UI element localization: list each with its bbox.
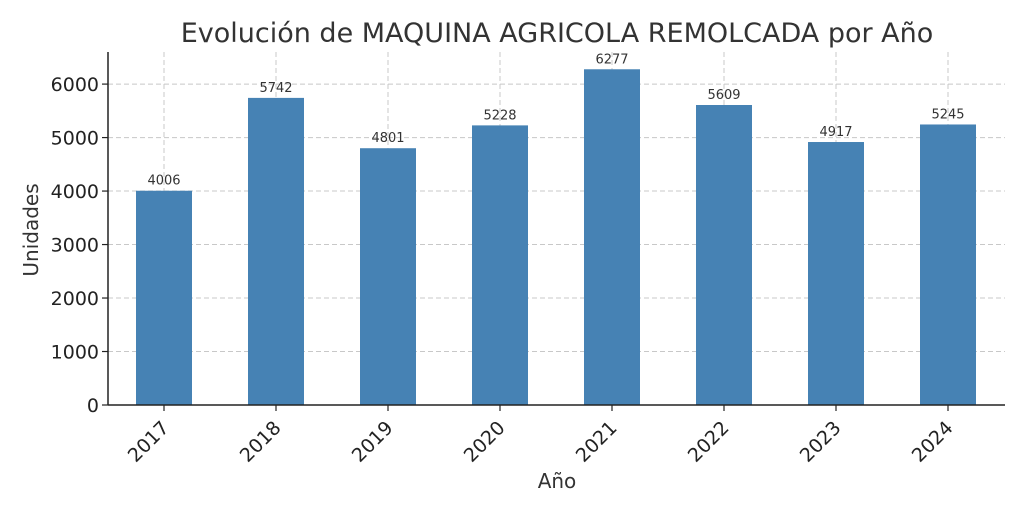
grid	[108, 52, 1005, 405]
bar-value-label: 5245	[931, 107, 964, 122]
x-tick-label: 2020	[460, 417, 510, 467]
bar	[696, 105, 752, 406]
bar	[248, 97, 304, 405]
bar-value-label: 4801	[371, 131, 404, 146]
bars	[136, 69, 976, 406]
x-tick-label: 2024	[908, 417, 958, 467]
bar	[360, 148, 416, 405]
axes	[102, 52, 1005, 411]
x-tick-labels: 2017 2018 2019 2020 2021 2022 2023 2024	[124, 417, 958, 467]
x-tick-label: 2019	[348, 417, 398, 467]
y-tick-label: 6000	[51, 74, 99, 96]
x-axis-label: Año	[538, 469, 577, 493]
bar-value-label: 5228	[483, 108, 516, 123]
x-tick-label: 2021	[572, 417, 622, 467]
y-tick-label: 5000	[51, 128, 99, 150]
bar	[136, 190, 192, 405]
chart-title: Evolución de MAQUINA AGRICOLA REMOLCADA …	[181, 18, 934, 49]
x-tick-label: 2017	[124, 417, 174, 467]
bar	[920, 124, 976, 405]
x-tick-label: 2023	[796, 417, 846, 467]
bar	[808, 142, 864, 405]
data-labels: 4006 5742 4801 5228 6277 5609 4917 5245	[147, 52, 964, 188]
bar-value-label: 6277	[595, 52, 628, 67]
bar-value-label: 4006	[147, 174, 180, 189]
y-tick-label: 4000	[51, 181, 99, 203]
y-axis-label: Unidades	[19, 183, 43, 276]
y-tick-label: 2000	[51, 288, 99, 310]
y-tick-label: 1000	[51, 342, 99, 364]
y-tick-label: 3000	[51, 235, 99, 257]
bar-value-label: 5609	[707, 88, 740, 103]
bar	[472, 125, 528, 405]
bar-value-label: 5742	[259, 81, 292, 96]
y-tick-labels: 0 1000 2000 3000 4000 5000 6000	[51, 74, 99, 417]
y-tick-label: 0	[87, 395, 99, 417]
bar-value-label: 4917	[819, 125, 852, 140]
bar	[584, 69, 640, 405]
x-tick-label: 2018	[236, 417, 286, 467]
x-tick-label: 2022	[684, 417, 734, 467]
